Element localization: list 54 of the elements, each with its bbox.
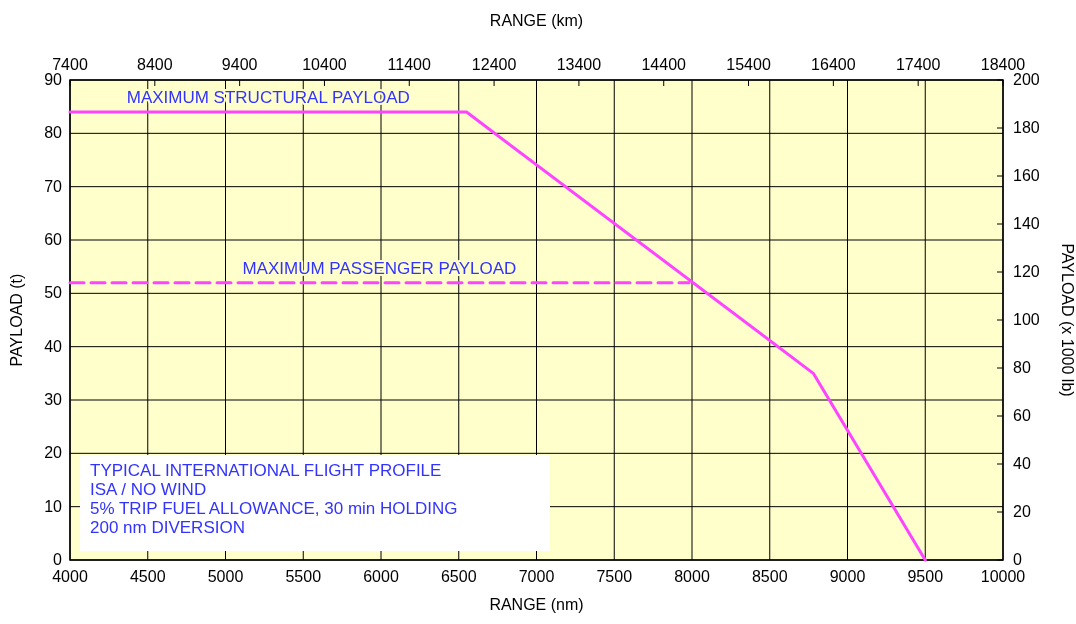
y2-tick-label: 120: [1013, 263, 1040, 280]
y-tick-label: 60: [44, 231, 63, 248]
y2-tick-label: 100: [1013, 311, 1040, 328]
y2-tick-label: 140: [1013, 215, 1040, 232]
x-tick-label: 7000: [518, 568, 555, 585]
x2-tick-label: 17400: [895, 56, 941, 73]
x2-tick-label: 12400: [471, 56, 517, 73]
y-tick-label: 70: [44, 177, 63, 195]
x2-tick-label: 9400: [221, 56, 258, 73]
y2-tick-label: 40: [1013, 455, 1031, 472]
x-tick-label: 5500: [285, 568, 322, 585]
y-tick-label: 10: [44, 497, 63, 515]
x-tick-label: 8000: [674, 568, 710, 585]
annotation: TYPICAL INTERNATIONAL FLIGHT PROFILE: [90, 461, 442, 480]
y2-tick-label: 160: [1013, 167, 1040, 184]
y2-tick-label: 60: [1013, 407, 1031, 424]
x-tick-label: 4000: [52, 568, 88, 585]
y2-tick-label: 200: [1013, 71, 1040, 88]
x-tick-label: 8500: [751, 568, 788, 585]
y-tick-label: 20: [44, 444, 63, 462]
y-tick-label: 40: [44, 337, 63, 355]
x-tick-label: 9500: [907, 568, 944, 585]
x-tick-label: 9000: [829, 568, 866, 585]
y-axis-title: PAYLOAD (t): [8, 273, 25, 367]
x-tick-label: 4500: [129, 568, 166, 585]
x2-tick-label: 15400: [726, 56, 771, 73]
x2-tick-label: 14400: [641, 56, 687, 73]
x2-tick-label: 11400: [387, 56, 432, 73]
x2-tick-label: 10400: [302, 56, 347, 73]
x2-axis-title: RANGE (km): [489, 12, 584, 29]
x-axis-title: RANGE (nm): [489, 596, 584, 613]
x2-tick-label: 13400: [556, 56, 602, 73]
annotation: 5% TRIP FUEL ALLOWANCE, 30 min HOLDING: [90, 499, 458, 518]
annotation: ISA / NO WIND: [90, 480, 207, 499]
x-tick-label: 7500: [596, 568, 633, 585]
y2-tick-label: 0: [1013, 551, 1022, 568]
x-tick-label: 10000: [980, 568, 1026, 585]
y-tick-label: 30: [44, 391, 63, 408]
x2-tick-label: 16400: [811, 56, 856, 73]
y2-tick-label: 180: [1013, 119, 1040, 136]
x2-tick-label: 18400: [980, 56, 1026, 73]
y-tick-label: 50: [44, 284, 63, 302]
x-tick-label: 6000: [363, 568, 399, 585]
y-tick-label: 90: [44, 71, 63, 88]
y2-tick-label: 20: [1013, 503, 1031, 520]
y2-tick-label: 80: [1013, 359, 1031, 376]
x-tick-label: 6500: [440, 568, 477, 585]
x2-tick-label: 7400: [52, 56, 88, 73]
x2-tick-label: 8400: [137, 56, 173, 73]
y-tick-label: 0: [53, 551, 63, 568]
annotation: 200 nm DIVERSION: [90, 518, 245, 537]
x-tick-label: 5000: [207, 568, 244, 585]
y-tick-label: 80: [44, 124, 63, 142]
y2-axis-title: PAYLOAD (x 1000 lb): [1059, 243, 1076, 397]
